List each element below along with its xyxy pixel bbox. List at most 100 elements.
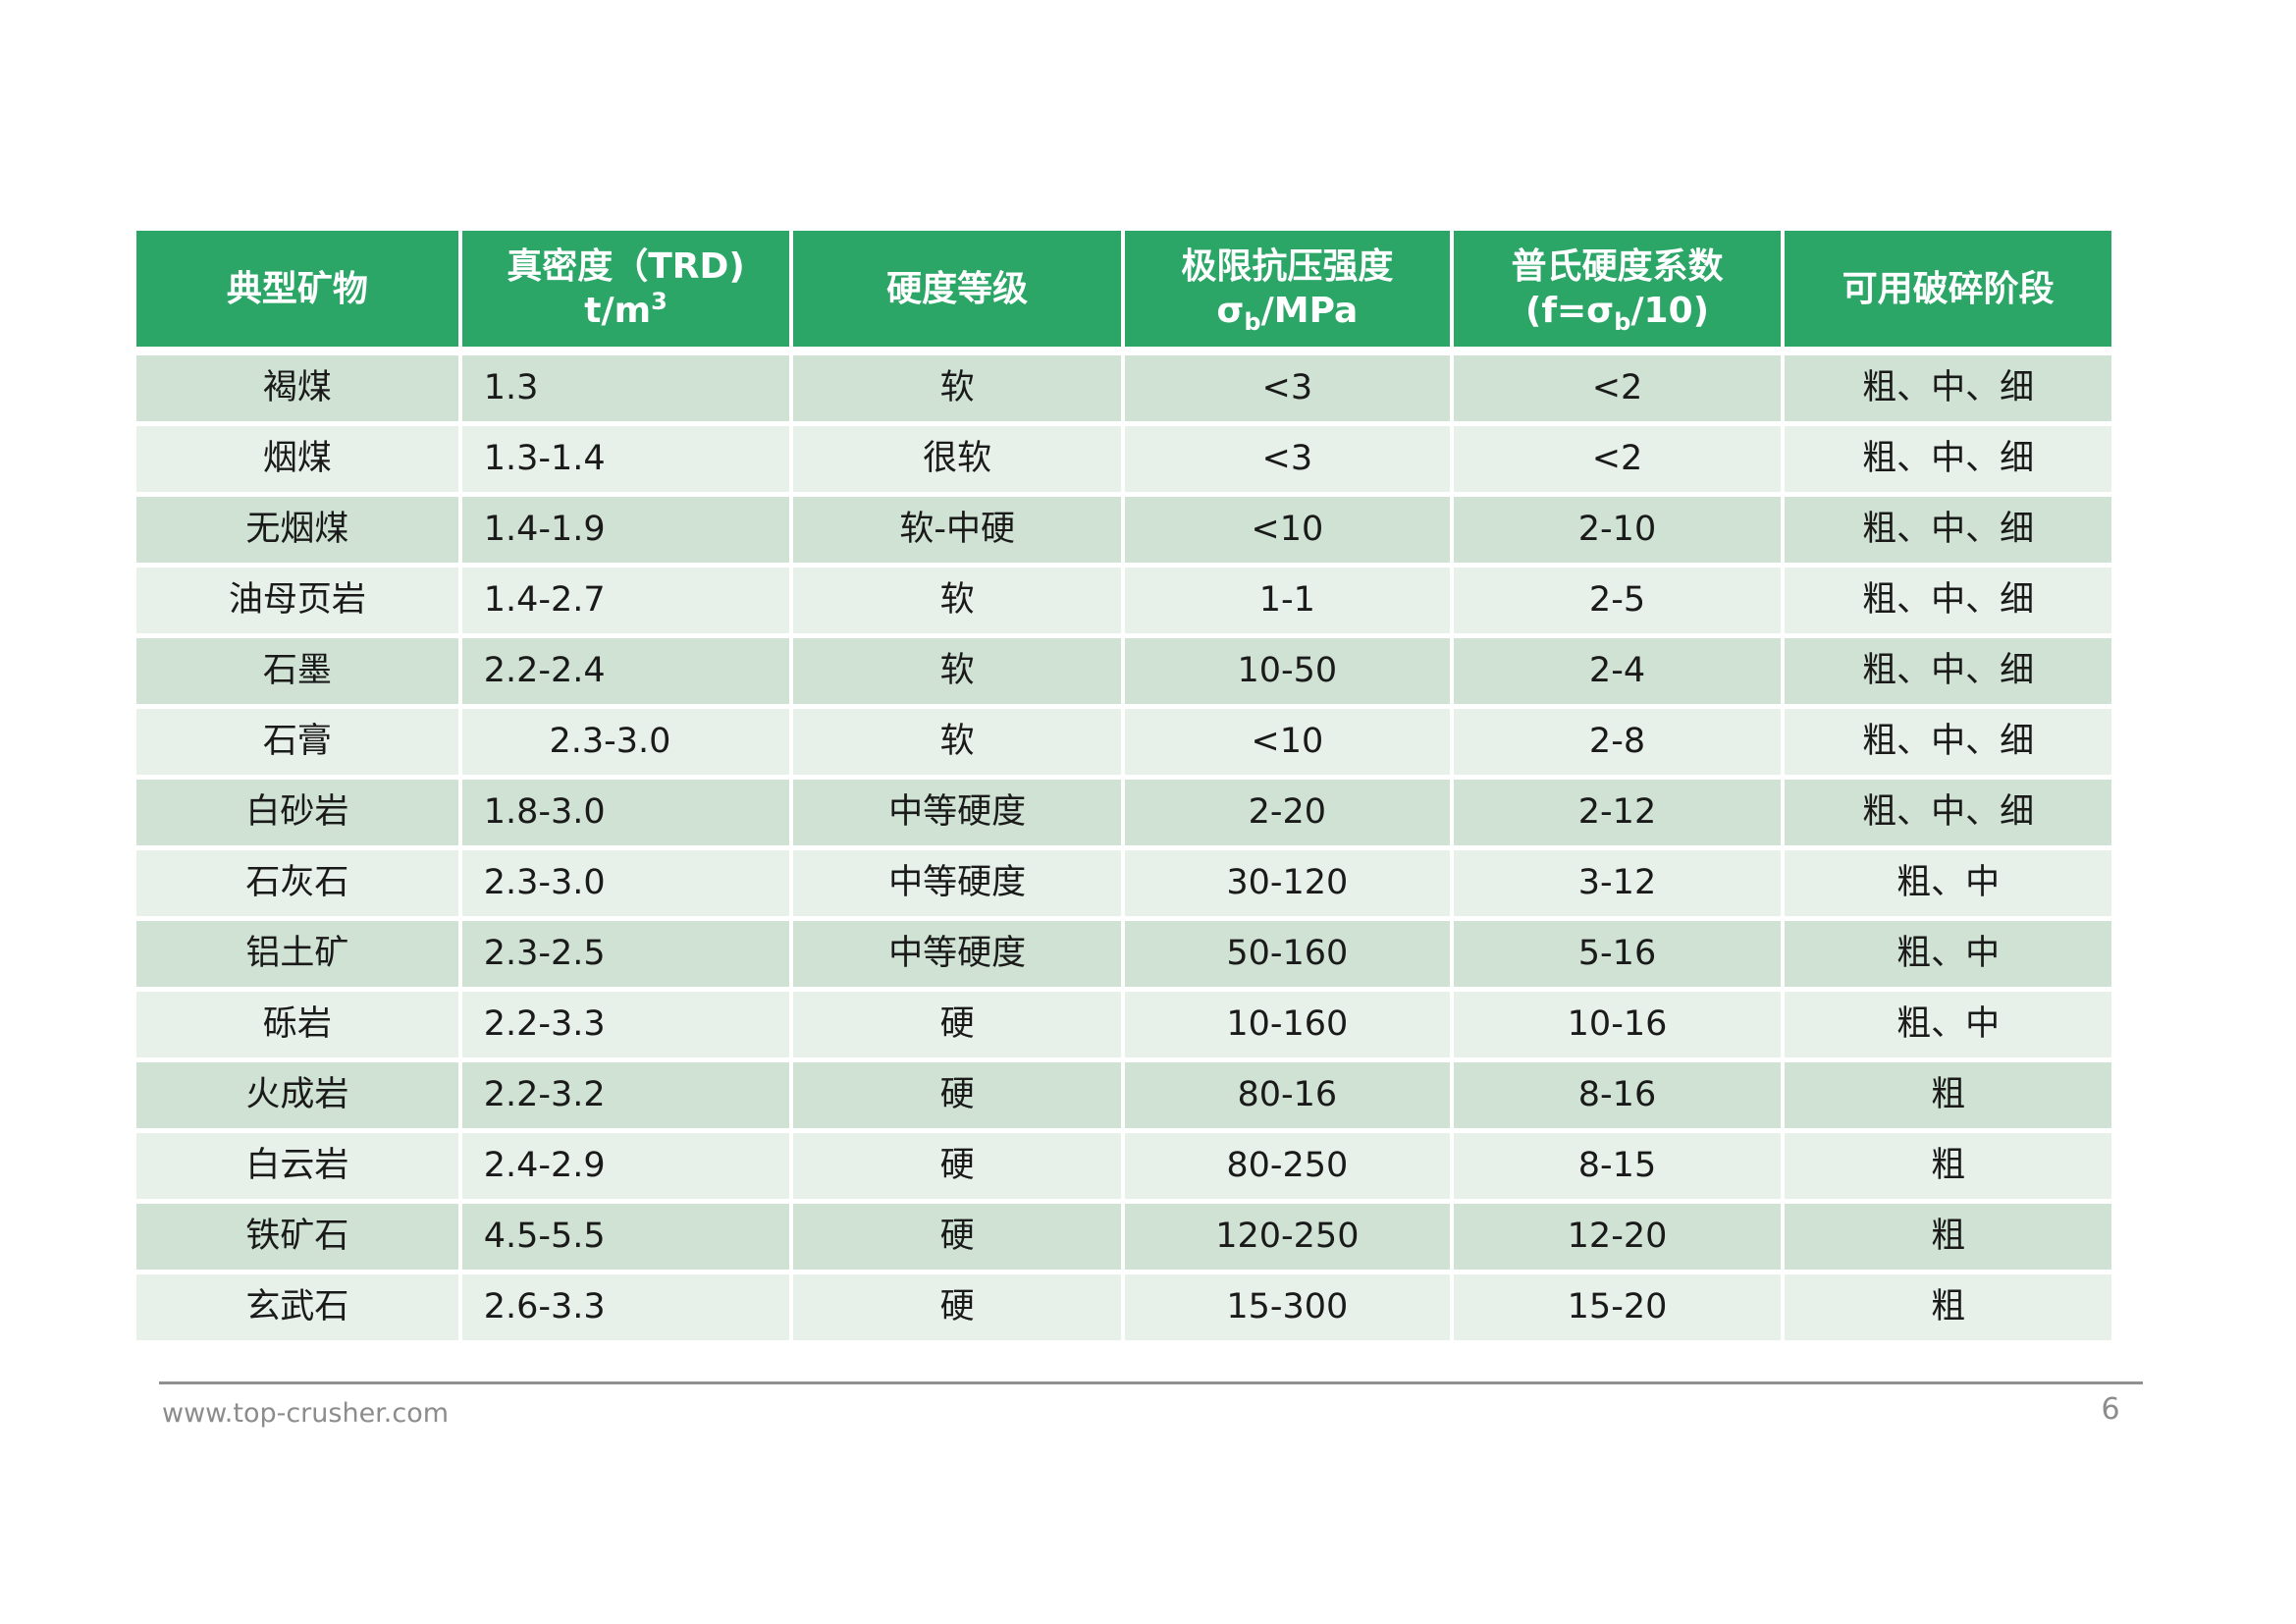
- table-cell: 粗、中: [1785, 921, 2111, 987]
- table-cell: 10-16: [1453, 992, 1782, 1057]
- table-cell: 硬: [793, 1133, 1121, 1199]
- table-row: 烟煤 1.3-1.4 很软 <3 <2 粗、中、细: [136, 426, 2111, 492]
- table-row: 褐煤 1.3 软 <3 <2 粗、中、细: [136, 355, 2111, 421]
- table-cell: 粗、中、细: [1785, 780, 2111, 845]
- table-cell: 粗、中、细: [1785, 355, 2111, 421]
- table-cell: 2.2-3.3: [461, 992, 790, 1057]
- table-cell: 80-250: [1125, 1133, 1450, 1199]
- table-cell: 2.4-2.9: [461, 1133, 790, 1199]
- table-cell: 1.3-1.4: [461, 426, 790, 492]
- table-cell: <3: [1125, 355, 1450, 421]
- table-row: 石墨 2.2-2.4 软 10-50 2-4 粗、中、细: [136, 638, 2111, 704]
- header-cell: 可用破碎阶段: [1785, 231, 2111, 347]
- table-cell: 烟煤: [136, 426, 458, 492]
- table-cell: 油母页岩: [136, 568, 458, 633]
- table-row: 砾岩 2.2-3.3 硬 10-160 10-16 粗、中: [136, 992, 2111, 1057]
- table-row: 火成岩 2.2-3.2 硬 80-16 8-16 粗: [136, 1062, 2111, 1128]
- table-cell: 粗、中、细: [1785, 426, 2111, 492]
- table-cell: 2-12: [1453, 780, 1782, 845]
- table-cell: 软: [793, 355, 1121, 421]
- table-cell: 10-50: [1125, 638, 1450, 704]
- table-cell: 中等硬度: [793, 850, 1121, 916]
- table-cell: 粗: [1785, 1133, 2111, 1199]
- table-cell: 铝土矿: [136, 921, 458, 987]
- table-cell: 铁矿石: [136, 1204, 458, 1270]
- table-row: 白云岩 2.4-2.9 硬 80-250 8-15 粗: [136, 1133, 2111, 1199]
- table-cell: <3: [1125, 426, 1450, 492]
- table-cell: 50-160: [1125, 921, 1450, 987]
- table-row: 石灰石 2.3-3.0 中等硬度 30-120 3-12 粗、中: [136, 850, 2111, 916]
- table-cell: 粗、中、细: [1785, 568, 2111, 633]
- table-cell: 砾岩: [136, 992, 458, 1057]
- table-cell: 2-8: [1453, 709, 1782, 775]
- table-cell: <2: [1453, 426, 1782, 492]
- table-cell: 2.6-3.3: [461, 1274, 790, 1340]
- table-cell: 软: [793, 568, 1121, 633]
- header-cell: 极限抗压强度 σb/MPa: [1125, 231, 1450, 347]
- table-cell: 1.4-1.9: [461, 497, 790, 563]
- page-number: 6: [2101, 1392, 2120, 1427]
- table-cell: 2-4: [1453, 638, 1782, 704]
- table-cell: 120-250: [1125, 1204, 1450, 1270]
- table-cell: 12-20: [1453, 1204, 1782, 1270]
- mineral-properties-table: 典型矿物 真密度（TRD) t/m3 硬度等级 极限抗压强度 σb/MPa 普氏硬度系数 (f…: [136, 231, 2111, 1340]
- table-cell: 火成岩: [136, 1062, 458, 1128]
- footer-divider: [159, 1381, 2143, 1384]
- table-cell: <2: [1453, 355, 1782, 421]
- table-cell: 8-16: [1453, 1062, 1782, 1128]
- table-cell: 2.2-2.4: [461, 638, 790, 704]
- table-row: 玄武石 2.6-3.3 硬 15-300 15-20 粗: [136, 1274, 2111, 1340]
- table-row: 石膏 2.3-3.0 软 <10 2-8 粗、中、细: [136, 709, 2111, 775]
- table-cell: 粗: [1785, 1274, 2111, 1340]
- table-row: 白砂岩 1.8-3.0 中等硬度 2-20 2-12 粗、中、细: [136, 780, 2111, 845]
- table-cell: 软: [793, 709, 1121, 775]
- table-cell: 2-5: [1453, 568, 1782, 633]
- table-cell: 2-20: [1125, 780, 1450, 845]
- table-cell: 5-16: [1453, 921, 1782, 987]
- table-cell: 3-12: [1453, 850, 1782, 916]
- table-cell: 2.3-3.0: [461, 850, 790, 916]
- table-cell: 硬: [793, 1274, 1121, 1340]
- table-cell: 硬: [793, 1062, 1121, 1128]
- table-cell: 1.8-3.0: [461, 780, 790, 845]
- table-cell: 10-160: [1125, 992, 1450, 1057]
- table-cell: 玄武石: [136, 1274, 458, 1340]
- table-cell: 15-300: [1125, 1274, 1450, 1340]
- table-cell: 粗、中: [1785, 850, 2111, 916]
- table-cell: 硬: [793, 992, 1121, 1057]
- table-cell: 中等硬度: [793, 780, 1121, 845]
- table-cell: 8-15: [1453, 1133, 1782, 1199]
- table-row: 铁矿石 4.5-5.5 硬 120-250 12-20 粗: [136, 1204, 2111, 1270]
- table-cell: 很软: [793, 426, 1121, 492]
- header-cell: 真密度（TRD) t/m3: [461, 231, 790, 347]
- table-cell: 粗、中: [1785, 992, 2111, 1057]
- table-cell: 软-中硬: [793, 497, 1121, 563]
- table-cell: 4.5-5.5: [461, 1204, 790, 1270]
- table-cell: <10: [1125, 497, 1450, 563]
- table-row: 油母页岩 1.4-2.7 软 1-1 2-5 粗、中、细: [136, 568, 2111, 633]
- table-cell: 2.3-3.0: [461, 709, 790, 775]
- header-cell: 普氏硬度系数 (f=σb/10): [1453, 231, 1782, 347]
- table-cell: 石灰石: [136, 850, 458, 916]
- table-cell: 粗、中、细: [1785, 709, 2111, 775]
- header-cell: 典型矿物: [136, 231, 458, 347]
- header-cell: 硬度等级: [793, 231, 1121, 347]
- table-cell: 无烟煤: [136, 497, 458, 563]
- table-cell: 白云岩: [136, 1133, 458, 1199]
- table-cell: 软: [793, 638, 1121, 704]
- table-cell: 80-16: [1125, 1062, 1450, 1128]
- table-cell: 2.2-3.2: [461, 1062, 790, 1128]
- table-row: 无烟煤 1.4-1.9 软-中硬 <10 2-10 粗、中、细: [136, 497, 2111, 563]
- table-cell: 石墨: [136, 638, 458, 704]
- footer-url: www.top-crusher.com: [162, 1398, 450, 1429]
- table-cell: 2-10: [1453, 497, 1782, 563]
- table-cell: 硬: [793, 1204, 1121, 1270]
- table-cell: 粗、中、细: [1785, 638, 2111, 704]
- table-cell: 1.4-2.7: [461, 568, 790, 633]
- table-cell: 2.3-2.5: [461, 921, 790, 987]
- table-cell: 粗: [1785, 1204, 2111, 1270]
- table-cell: 1.3: [461, 355, 790, 421]
- table-cell: <10: [1125, 709, 1450, 775]
- table-cell: 石膏: [136, 709, 458, 775]
